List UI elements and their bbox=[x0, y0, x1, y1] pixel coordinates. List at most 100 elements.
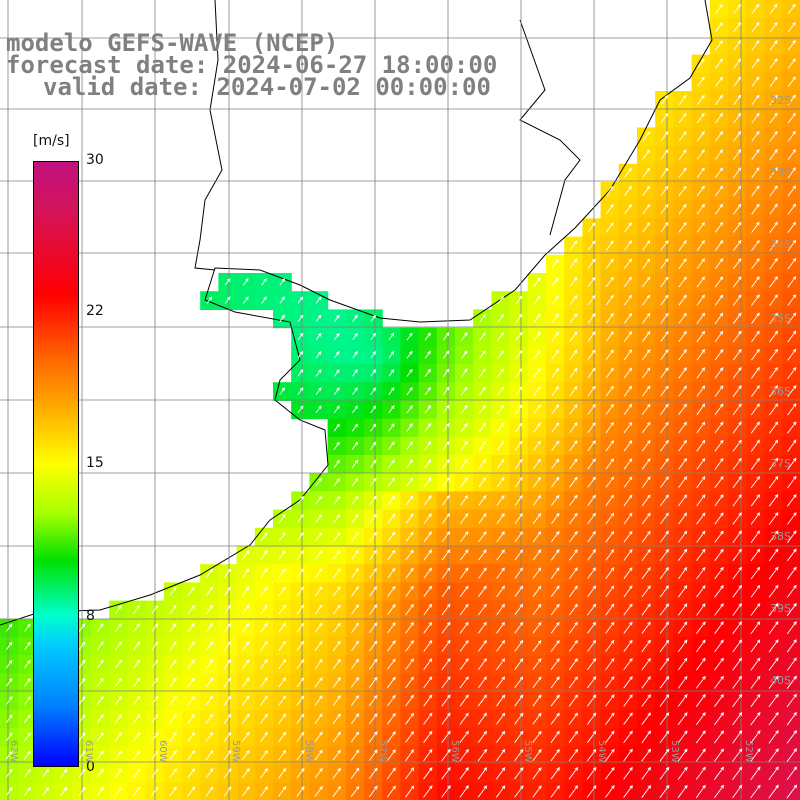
wind-vector-arrow bbox=[514, 694, 524, 707]
wind-vector-arrow bbox=[732, 748, 743, 762]
wind-vector-arrow bbox=[497, 331, 505, 341]
wind-vector-arrow bbox=[351, 441, 359, 450]
wind-vector-arrow bbox=[660, 167, 669, 178]
wind-vector-arrow bbox=[696, 512, 706, 525]
wind-vector-arrow bbox=[242, 659, 250, 669]
wind-vector-arrow bbox=[224, 568, 232, 578]
coastline-path bbox=[0, 0, 713, 626]
wind-vector-arrow bbox=[696, 530, 706, 543]
wind-vector-arrow bbox=[696, 167, 705, 178]
wind-vector-arrow bbox=[261, 296, 267, 304]
wind-vector-arrow bbox=[769, 276, 778, 288]
wind-vector-arrow bbox=[278, 658, 287, 670]
wind-vector-arrow bbox=[133, 659, 141, 669]
wind-vector-arrow bbox=[751, 203, 760, 215]
wind-vector-arrow bbox=[297, 350, 304, 359]
wind-vector-arrow bbox=[751, 239, 760, 252]
wind-vector-arrow bbox=[660, 149, 669, 160]
wind-vector-arrow bbox=[750, 512, 761, 525]
wind-vector-arrow bbox=[569, 331, 578, 342]
wind-vector-arrow bbox=[352, 351, 358, 359]
wind-vector-arrow bbox=[478, 422, 486, 433]
wind-vector-arrow bbox=[769, 3, 778, 14]
wind-vector-arrow bbox=[751, 94, 760, 106]
wind-vector-arrow bbox=[6, 678, 13, 687]
wind-vector-arrow bbox=[187, 659, 195, 669]
colorbar-tick-0: 0 bbox=[86, 759, 95, 775]
wind-vector-arrow bbox=[23, 786, 31, 796]
wind-vector-arrow bbox=[442, 350, 450, 359]
wind-vector-arrow bbox=[642, 240, 651, 251]
wind-vector-arrow bbox=[642, 167, 651, 178]
wind-vector-arrow bbox=[496, 531, 505, 543]
wind-vector-arrow bbox=[5, 750, 13, 760]
wind-vector-arrow bbox=[551, 458, 560, 470]
wind-vector-arrow bbox=[477, 694, 487, 707]
wind-vector-arrow bbox=[714, 548, 724, 562]
wind-vector-arrow bbox=[388, 459, 395, 469]
wind-vector-arrow bbox=[459, 676, 469, 689]
wind-vector-arrow bbox=[550, 767, 560, 780]
wind-vector-arrow bbox=[696, 421, 706, 434]
wind-vector-arrow bbox=[714, 530, 724, 543]
wind-vector-arrow bbox=[569, 530, 578, 543]
wind-vector-arrow bbox=[169, 750, 177, 760]
wind-vector-arrow bbox=[751, 58, 760, 69]
wind-vector-arrow bbox=[460, 404, 468, 414]
wind-vector-arrow bbox=[279, 387, 286, 395]
wind-vector-arrow bbox=[642, 294, 651, 306]
wind-vector-arrow bbox=[477, 639, 487, 652]
wind-vector-arrow bbox=[568, 639, 578, 652]
wind-vector-arrow bbox=[459, 785, 469, 798]
wind-vector-arrow bbox=[460, 332, 468, 341]
wind-vector-arrow bbox=[787, 58, 796, 69]
wind-vector-arrow bbox=[660, 113, 669, 124]
wind-vector-arrow bbox=[768, 457, 779, 471]
wind-vector-arrow bbox=[696, 258, 705, 270]
wind-vector-arrow bbox=[569, 367, 578, 378]
wind-vector-arrow bbox=[551, 494, 560, 506]
wind-vector-arrow bbox=[370, 423, 377, 432]
wind-vector-arrow bbox=[441, 712, 451, 725]
wind-vector-arrow bbox=[260, 731, 268, 743]
wind-vector-arrow bbox=[677, 712, 688, 726]
wind-vector-arrow bbox=[478, 477, 487, 488]
wind-vector-arrow bbox=[205, 586, 213, 596]
wind-vector-arrow bbox=[605, 312, 614, 324]
wind-vector-arrow bbox=[296, 568, 305, 578]
wind-vector-arrow bbox=[114, 732, 122, 742]
wind-vector-arrow bbox=[5, 768, 13, 778]
wind-vector-arrow bbox=[24, 732, 31, 742]
wind-vector-arrow bbox=[733, 112, 742, 124]
wind-vector-arrow bbox=[151, 768, 159, 779]
wind-vector-arrow bbox=[587, 694, 597, 707]
wind-vector-arrow bbox=[550, 603, 560, 616]
wind-vector-arrow bbox=[605, 458, 615, 470]
wind-vector-arrow bbox=[586, 712, 597, 725]
wind-vector-arrow bbox=[732, 330, 742, 343]
wind-vector-arrow bbox=[532, 567, 542, 579]
wind-vector-arrow bbox=[696, 312, 706, 324]
wind-vector-arrow bbox=[460, 513, 469, 524]
lon-label-54w: 55W bbox=[522, 740, 533, 763]
wind-vector-arrow bbox=[605, 530, 615, 543]
wind-vector-arrow bbox=[260, 568, 268, 578]
wind-vector-arrow bbox=[551, 349, 559, 360]
wind-vector-arrow bbox=[678, 112, 687, 124]
wind-vector-arrow bbox=[514, 748, 524, 762]
wind-vector-arrow bbox=[769, 221, 778, 233]
wind-vector-arrow bbox=[586, 748, 597, 762]
wind-vector-arrow bbox=[405, 712, 415, 725]
wind-vector-arrow bbox=[605, 403, 614, 415]
wind-vector-arrow bbox=[605, 676, 615, 689]
wind-vector-arrow bbox=[441, 513, 451, 524]
wind-vector-arrow bbox=[733, 221, 742, 233]
wind-vector-arrow bbox=[787, 167, 796, 179]
wind-vector-arrow bbox=[459, 567, 469, 579]
wind-vector-arrow bbox=[787, 185, 797, 197]
wind-vector-arrow bbox=[732, 730, 743, 744]
wind-vector-arrow bbox=[751, 294, 760, 306]
wind-vector-arrow bbox=[587, 658, 597, 671]
wind-vector-arrow bbox=[533, 386, 541, 396]
wind-vector-arrow bbox=[660, 221, 669, 233]
